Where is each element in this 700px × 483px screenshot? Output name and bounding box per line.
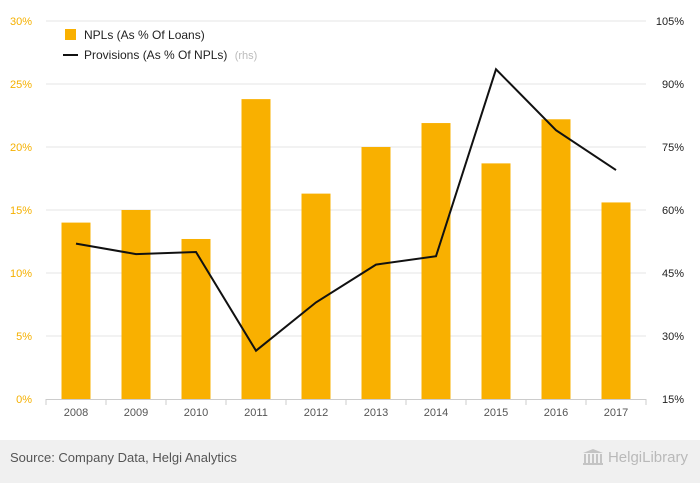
legend-label-npls: NPLs (As % Of Loans) xyxy=(84,28,205,42)
bar-npls-2008 xyxy=(61,222,91,399)
bar-npls-2014 xyxy=(421,123,451,399)
bar-npls-2016 xyxy=(541,119,571,399)
chart: 0% 5% 10% 15% 20% 25% 30% 15% 30% 45% 60% 75% 90% 105… xyxy=(10,16,684,419)
provisions-line xyxy=(75,67,617,353)
x-tick-label: 2013 xyxy=(364,407,388,419)
y-left-tick-label: 15% xyxy=(10,205,32,217)
x-tick-label: 2012 xyxy=(304,407,328,419)
y-right-tick-label: 60% xyxy=(662,205,684,217)
x-tick-label: 2017 xyxy=(604,407,628,419)
y-left-tick-label: 30% xyxy=(10,16,32,28)
legend-label-rhs-note: (rhs) xyxy=(235,50,258,62)
y-right-tick-label: 45% xyxy=(662,268,684,280)
legend-label-provisions-name: Provisions (As % Of NPLs) xyxy=(84,48,227,62)
y-right-tick-label: 90% xyxy=(662,79,684,91)
axes: 0% 5% 10% 15% 20% 25% 30% 15% 30% 45% 60% 75% 90% 105… xyxy=(10,16,684,419)
x-tick-label: 2015 xyxy=(484,407,508,419)
y-right-tick-label: 15% xyxy=(662,394,684,406)
bar-npls-2010 xyxy=(181,238,211,399)
y-right-tick-label: 75% xyxy=(662,142,684,154)
bar-npls-2013 xyxy=(361,147,391,399)
y-left-tick-label: 25% xyxy=(10,79,32,91)
y-left-tick-label: 20% xyxy=(10,142,32,154)
y-right-tick-label: 105% xyxy=(656,16,684,28)
library-building-icon xyxy=(582,449,603,465)
bar-npls-2015 xyxy=(481,163,511,399)
x-tick-label: 2014 xyxy=(424,407,448,419)
footer: Source: Company Data, Helgi Analytics He… xyxy=(0,440,700,483)
y-right-tick-label: 30% xyxy=(662,331,684,343)
bar-npls-2009 xyxy=(121,210,151,399)
bar-npls-2011 xyxy=(241,99,271,400)
logo-text: HelgiLibrary xyxy=(607,448,688,466)
legend-swatch-npls xyxy=(65,29,76,40)
helgi-library-logo[interactable]: HelgiLibrary xyxy=(582,448,688,466)
legend: NPLs (As % Of Loans) Provisions (As % Of… xyxy=(63,28,257,62)
x-tick-label: 2009 xyxy=(124,407,148,419)
x-tick-label: 2011 xyxy=(244,407,268,419)
bars xyxy=(61,99,631,400)
source-text: Source: Company Data, Helgi Analytics xyxy=(10,450,237,465)
x-tick-label: 2010 xyxy=(184,407,208,419)
y-left-tick-label: 5% xyxy=(16,331,32,343)
x-tick-label: 2016 xyxy=(544,407,568,419)
y-left-tick-label: 0% xyxy=(16,394,32,406)
bar-npls-2017 xyxy=(601,202,631,399)
provisions-line-layer xyxy=(75,67,617,353)
y-left-tick-label: 10% xyxy=(10,268,32,280)
legend-label-provisions: Provisions (As % Of NPLs) (rhs) xyxy=(84,48,257,62)
x-tick-label: 2008 xyxy=(64,407,88,419)
